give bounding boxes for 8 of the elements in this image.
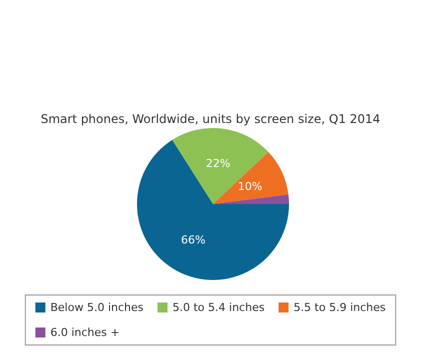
legend-label: 6.0 inches + — [50, 326, 120, 339]
data-label: 22% — [206, 156, 230, 170]
data-label: 10% — [238, 180, 262, 194]
legend-label: 5.0 to 5.4 inches — [172, 301, 265, 314]
data-label: 66% — [181, 233, 206, 246]
legend-label: Below 5.0 inches — [50, 301, 144, 314]
chart-title: Smart phones, Worldwide, units by screen size, Q1 2014 — [40, 112, 380, 126]
legend-label: 5.5 to 5.9 inches — [294, 301, 386, 314]
